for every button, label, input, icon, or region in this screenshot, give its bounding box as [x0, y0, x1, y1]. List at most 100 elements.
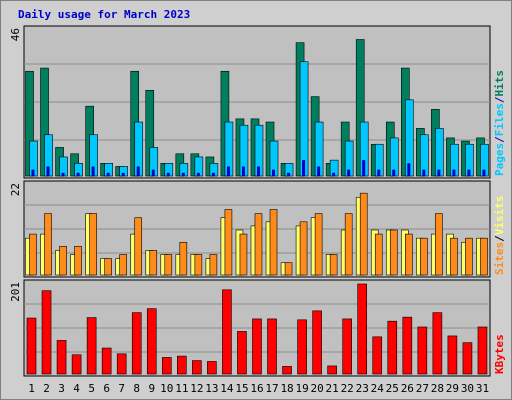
bar-sites	[405, 233, 413, 276]
bar-sites	[149, 250, 158, 276]
legend-top: Pages/Files/Hits	[493, 70, 506, 176]
bar-pages	[467, 169, 471, 176]
bar-sites	[329, 254, 338, 276]
bar-sites	[104, 258, 112, 276]
x-tick-label: 5	[88, 382, 95, 395]
x-tick-label: 19	[295, 382, 308, 395]
bar-kbytes	[267, 318, 277, 375]
bar-sites	[194, 254, 203, 276]
bar-kbytes	[282, 366, 292, 375]
bar-sites	[269, 209, 278, 276]
x-tick-label: 16	[250, 382, 263, 395]
bar-pages	[46, 166, 50, 176]
bar-pages	[317, 166, 321, 176]
x-tick-label: 14	[220, 382, 234, 395]
legend-entry: KBytes	[493, 334, 506, 374]
bar-pages	[392, 169, 396, 176]
x-tick-label: 23	[356, 382, 369, 395]
bar-sites	[359, 192, 368, 276]
bar-kbytes	[477, 326, 488, 375]
bar-pages	[302, 160, 306, 176]
bar-kbytes	[146, 308, 157, 375]
bar-pages	[151, 169, 155, 176]
bar-sites	[209, 254, 218, 276]
bar-kbytes	[177, 355, 187, 375]
x-tick-label: 3	[58, 382, 65, 395]
legend-separator: /	[493, 235, 506, 242]
bar-pages	[452, 169, 456, 176]
x-tick-label: 7	[118, 382, 125, 395]
bar-sites	[179, 241, 188, 276]
bar-kbytes	[327, 365, 337, 375]
bar-pages	[256, 166, 260, 176]
legend-entry: Hits	[493, 70, 506, 97]
bar-pages	[332, 172, 336, 176]
bar-pages	[482, 169, 486, 176]
legend-entry: Sites	[493, 242, 506, 275]
bar-pages	[106, 172, 110, 176]
x-tick-label: 26	[401, 382, 414, 395]
bar-sites	[314, 213, 323, 276]
x-tick-label: 4	[73, 382, 80, 395]
bar-kbytes	[56, 340, 67, 375]
x-tick-label: 9	[148, 382, 155, 395]
bar-pages	[407, 163, 411, 176]
x-tick-label: 30	[461, 382, 474, 395]
bar-sites	[224, 209, 233, 276]
legend-entry: Files	[493, 103, 506, 136]
bar-pages	[422, 169, 426, 176]
bar-pages	[362, 160, 366, 176]
x-tick-label: 27	[416, 382, 429, 395]
bar-sites	[450, 237, 458, 276]
bar-pages	[31, 169, 35, 176]
bar-pages	[91, 166, 95, 176]
legend-bottom: KBytes	[493, 334, 506, 374]
bar-kbytes	[297, 319, 307, 375]
bar-pages	[166, 172, 170, 176]
bar-kbytes	[222, 289, 232, 375]
x-tick-label: 21	[326, 382, 339, 395]
bar-sites	[299, 221, 308, 276]
bar-sites	[164, 254, 173, 276]
bar-pages	[76, 172, 80, 176]
x-tick-label: 24	[371, 382, 385, 395]
bar-sites	[374, 233, 383, 276]
bar-kbytes	[161, 357, 172, 375]
bar-kbytes	[26, 317, 37, 375]
bar-sites	[74, 246, 82, 276]
bar-sites	[344, 213, 353, 276]
bar-kbytes	[387, 320, 398, 375]
bar-kbytes	[207, 361, 217, 375]
bar-pages	[121, 172, 125, 176]
bar-pages	[136, 166, 140, 176]
bar-pages	[181, 172, 185, 176]
bar-sites	[435, 213, 443, 276]
bar-kbytes	[417, 326, 428, 375]
bar-sites	[420, 237, 428, 276]
x-tick-label: 11	[175, 382, 188, 395]
bar-sites	[44, 213, 52, 276]
bar-sites	[134, 217, 143, 276]
bar-pages	[437, 169, 441, 176]
bar-sites	[239, 233, 248, 276]
x-tick-label: 8	[133, 382, 140, 395]
bar-sites	[59, 246, 67, 276]
y-max-label: 201	[9, 282, 22, 302]
bar-pages	[196, 172, 200, 176]
legend-entry: Pages	[493, 143, 506, 176]
chart-title: Daily usage for March 2023	[18, 8, 190, 21]
x-tick-label: 20	[311, 382, 324, 395]
bar-kbytes	[432, 312, 443, 375]
x-tick-label: 25	[386, 382, 399, 395]
x-tick-label: 17	[265, 382, 278, 395]
bar-pages	[287, 172, 291, 176]
bar-kbytes	[71, 354, 82, 375]
x-tick-label: 2	[43, 382, 50, 395]
x-tick-label: 22	[341, 382, 354, 395]
legend-middle: Sites/Visits	[493, 196, 506, 276]
bar-kbytes	[252, 318, 262, 375]
legend-entry: Visits	[493, 196, 506, 236]
bar-kbytes	[131, 312, 142, 375]
bar-sites	[89, 213, 97, 276]
